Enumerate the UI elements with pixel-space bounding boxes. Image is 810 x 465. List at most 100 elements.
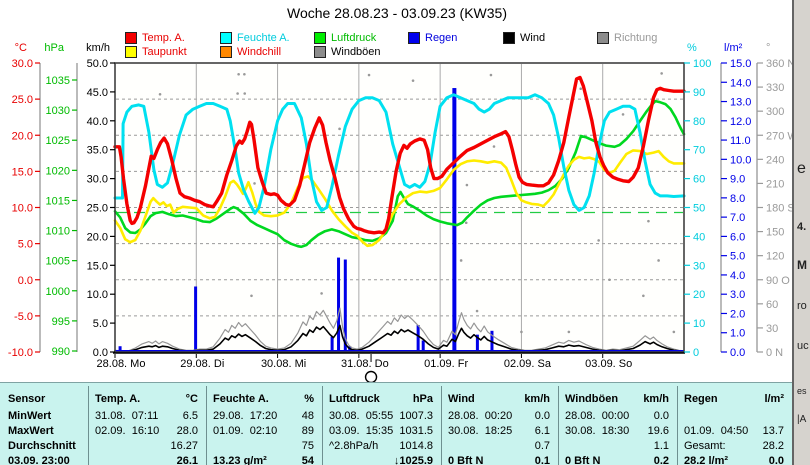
row-label-current: 03.09. 23:00 <box>8 455 70 465</box>
axis-deg <box>756 62 763 353</box>
axis-rain-tick-label: 5.0 <box>730 251 745 263</box>
cell-current-luftdruck-value: ↓1025.9 <box>393 455 433 465</box>
axis-temp-tick-label: 15.0 <box>12 166 33 178</box>
cell-current-wind-time: 0 Bft N <box>448 455 484 465</box>
axis-kmh-tick-label: 25.0 <box>87 203 108 215</box>
axis-kmh-tick-label: 20.0 <box>87 231 108 243</box>
legend-swatch-feuchte-a <box>220 31 232 44</box>
legend-swatch-windchill <box>220 46 232 58</box>
axis-deg-tick-label: 120 <box>766 251 784 263</box>
legend-item-feuchte-a: Feuchte A. <box>220 31 290 44</box>
cell-min-windboeen-value: 0.0 <box>653 410 669 422</box>
axis-temp-tick-label: 30.0 <box>12 58 33 70</box>
axis-hpa-tick-label: 1025 <box>46 135 70 147</box>
feuchte-a-series <box>113 93 686 215</box>
cell-current-feuchte-a-time: 13.23 g/m² <box>213 455 267 465</box>
axis-unit-temp: °C <box>15 42 27 54</box>
axis-temp-tick-label: 20.0 <box>12 130 33 142</box>
col-header-feuchte-a: Feuchte A. <box>213 393 269 405</box>
legend-swatch-wind <box>503 31 515 44</box>
cell-avg-luftdruck-value: 1014.8 <box>399 440 433 452</box>
axis-temp-tick-label: 25.0 <box>12 94 33 106</box>
axis-deg-tick-label: 330 <box>766 82 784 94</box>
cell-max-temp-a-value: 28.0 <box>176 425 198 437</box>
cell-avg-feuchte-a-value: 75 <box>301 440 314 452</box>
day-label: 29.08. Di <box>180 358 224 370</box>
axis-hpa-tick-label: 1000 <box>46 286 70 298</box>
taupunkt-series <box>113 149 686 248</box>
cell-avg-regen-time: Gesamt: <box>684 440 726 452</box>
temp-a-series <box>113 75 686 235</box>
axis-kmh-tick-label: 35.0 <box>87 145 108 157</box>
axis-rain-tick-label: 8.0 <box>730 193 745 205</box>
cell-current-regen-time: 28.2 l/m² <box>684 455 729 465</box>
cell-min-luftdruck-value: 1007.3 <box>399 410 433 422</box>
windboeen-series <box>114 307 685 352</box>
cell-min-wind-value: 0.0 <box>534 410 550 422</box>
background-window-text-fragment: e <box>797 160 806 177</box>
axis-pct-tick-label: 60 <box>693 174 705 186</box>
wind-series <box>114 324 685 353</box>
axis-pct <box>684 62 690 353</box>
axis-deg-tick-label: 60 <box>766 299 778 311</box>
legend-label-windchill: Windchill <box>237 46 282 58</box>
axis-pct-tick-label: 20 <box>693 289 705 301</box>
col-header-regen: Regen <box>684 393 718 405</box>
legend-label-windboeen: Windböen <box>331 46 381 58</box>
cell-min-wind-time: 28.08. 00:20 <box>448 410 513 422</box>
legend-item-wind: Wind <box>503 31 545 44</box>
cell-min-temp-a-time: 31.08. 07:11 <box>95 410 159 422</box>
axis-rain-tick-label: 4.0 <box>730 270 745 282</box>
cell-min-windboeen-time: 28.08. 00:00 <box>565 410 630 422</box>
legend-item-taupunkt: Taupunkt <box>125 46 187 59</box>
cell-avg-temp-a-value: 16.27 <box>170 440 198 452</box>
axis-rain-tick-label: 12.0 <box>730 116 751 128</box>
axis-deg-tick-label: 90 O <box>766 275 790 287</box>
axis-rain-tick-label: 3.0 <box>730 289 745 301</box>
axis-deg-tick-label: 240 <box>766 154 784 166</box>
axis-unit-hpa: hPa <box>44 42 64 54</box>
axis-temp-tick-label: 5.0 <box>18 239 33 251</box>
time-axis <box>114 354 604 358</box>
axis-pct-tick-label: 100 <box>693 58 711 70</box>
axis-unit-pct: % <box>687 42 697 54</box>
cell-max-regen-time: 01.09. 04:50 <box>684 425 749 437</box>
axis-kmh-tick-label: 40.0 <box>87 116 108 128</box>
axis-rain-tick-label: 10.0 <box>730 154 751 166</box>
col-unit-regen: l/m² <box>764 393 784 405</box>
legend-label-temp-a: Temp. A. <box>142 31 185 44</box>
col-header-windboeen: Windböen <box>565 393 619 405</box>
legend-label-wind: Wind <box>520 31 546 44</box>
axis-rain-tick-label: 15.0 <box>730 58 751 70</box>
background-window-text-fragment: ro <box>797 300 807 312</box>
legend-swatch-windboeen <box>314 46 326 58</box>
legend-label-feuchte-a: Feuchte A. <box>237 31 290 44</box>
axis-rain-tick-label: 11.0 <box>730 135 751 147</box>
cell-avg-regen-value: 28.2 <box>762 440 784 452</box>
cell-max-wind-time: 30.08. 18:25 <box>448 425 513 437</box>
cell-max-temp-a-time: 02.09. 16:10 <box>95 425 160 437</box>
cell-max-windboeen-time: 30.08. 18:30 <box>565 425 630 437</box>
stats-table: Sensor MinWert MaxWert Durchschnitt 03.09. 2… <box>0 382 793 465</box>
axis-hpa-tick-label: 1015 <box>46 195 70 207</box>
axis-hpa <box>72 63 78 352</box>
row-label-avg: Durchschnitt <box>8 440 76 452</box>
cell-min-luftdruck-time: 30.08. 05:55 <box>329 410 394 422</box>
col-unit-windboeen: km/h <box>643 393 669 405</box>
axis-kmh-tick-label: 15.0 <box>87 260 108 272</box>
day-label: 02.09. Sa <box>504 358 552 370</box>
axis-rain <box>720 62 727 353</box>
col-unit-luftdruck: hPa <box>412 393 433 405</box>
axis-hpa-tick-label: 1030 <box>46 105 70 117</box>
axis-hpa-tick-label: 1035 <box>46 75 70 87</box>
day-label: 03.09. So <box>585 358 632 370</box>
cell-current-temp-a-value: 26.1 <box>176 455 198 465</box>
axis-hpa-tick-label: 1010 <box>46 226 70 238</box>
col-unit-temp-a: °C <box>185 393 198 405</box>
axis-hpa-tick-label: 1020 <box>46 165 70 177</box>
background-window-text-fragment: es <box>797 386 807 396</box>
axis-deg-tick-label: 210 <box>766 178 784 190</box>
table-divider <box>677 386 678 465</box>
